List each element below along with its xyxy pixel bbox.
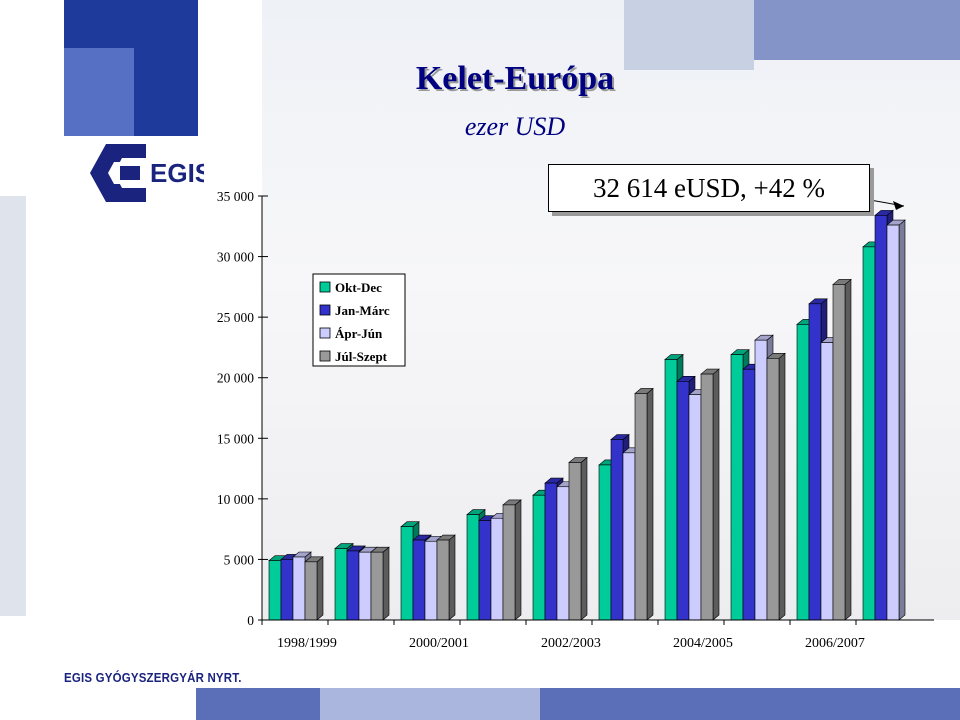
y-tick-label: 25 000 (217, 310, 254, 325)
bar-side (316, 556, 324, 621)
x-tick-label: 2002/2003 (541, 636, 601, 651)
bar-side (898, 219, 906, 621)
bar-front (334, 548, 348, 621)
bar (634, 387, 654, 621)
egis-logo: EGIS (90, 144, 204, 202)
bar-front (424, 540, 438, 621)
bar-side (580, 456, 588, 621)
bar-front (466, 514, 480, 621)
footer-company-name: EGIS GYÓGYSZERGYÁR NYRT. (64, 671, 242, 685)
bar-front (688, 394, 702, 621)
y-tick-label: 20 000 (217, 371, 254, 386)
bar-front (610, 439, 624, 621)
bar-front (742, 368, 756, 621)
bar-front (862, 246, 876, 621)
legend-swatch (319, 327, 331, 339)
callout-annotation: 32 614 eUSD, +42 % (548, 164, 870, 212)
bar-front (832, 284, 846, 621)
bar-front (598, 464, 612, 621)
bar-front (436, 539, 450, 621)
y-tick-label: 10 000 (217, 492, 254, 507)
bar-front (568, 462, 582, 621)
grid-layer (258, 195, 268, 621)
legend-swatch (319, 304, 331, 316)
bar-front (268, 560, 282, 621)
bar-side (646, 387, 654, 621)
legend-label: Jan-Márc (335, 303, 390, 318)
bg-block-top-right-1 (624, 0, 754, 70)
bar-side (382, 546, 390, 621)
x-tick-label: 1998/1999 (277, 636, 337, 651)
bar-front (358, 551, 372, 621)
bar (700, 368, 720, 621)
bar-side (844, 278, 852, 621)
bar-front (700, 373, 714, 621)
bar-front (820, 342, 834, 621)
bar-front (532, 494, 546, 621)
bg-block-bottom-light (320, 688, 540, 720)
bar-front (544, 482, 558, 621)
bar-front (304, 561, 318, 621)
x-tick-label: 2000/2001 (409, 636, 469, 651)
bar-front (874, 215, 888, 621)
axis-layer: 0 5 000 10 000 15 000 20 000 25 000 30 000 35 0… (217, 189, 934, 651)
x-tick-label: 2006/2007 (805, 636, 865, 651)
bar (370, 546, 390, 621)
bar-front (412, 539, 426, 621)
legend-label: Ápr-Jún (335, 326, 383, 341)
bar-front (556, 486, 570, 621)
page-title: Kelet-Európa (415, 60, 615, 97)
bg-block-top-left-light (64, 48, 134, 136)
bar (502, 499, 522, 621)
legend-label: Okt-Dec (335, 280, 382, 295)
bar-front (766, 358, 780, 621)
bar-front (808, 303, 822, 621)
bar-front (346, 550, 360, 621)
bar-front (622, 452, 636, 621)
bars-layer (268, 209, 906, 621)
legend-swatch (319, 281, 331, 293)
page-subtitle: ezer USD (464, 112, 566, 141)
bar-front (664, 359, 678, 621)
bg-block-top-right-2 (754, 0, 960, 60)
bar (436, 534, 456, 621)
bar-front (634, 393, 648, 621)
bar (832, 278, 852, 621)
bar (886, 219, 906, 621)
legend: Okt-Dec Jan-Márc Ápr-Jún Júl-Szept (312, 273, 406, 367)
bar-front (796, 324, 810, 621)
bar-front (754, 339, 768, 621)
bar-front (370, 551, 384, 621)
bar (304, 556, 324, 621)
y-tick-label: 0 (247, 613, 254, 628)
bg-block-left-strip (0, 196, 26, 616)
bar-front (886, 224, 900, 621)
bar-front (502, 504, 516, 621)
bar (568, 456, 588, 621)
svg-text:EGIS: EGIS (150, 158, 204, 188)
bar-front (730, 354, 744, 621)
bar-front (292, 556, 306, 621)
bar-front (478, 520, 492, 621)
x-tick-label: 2004/2005 (673, 636, 733, 651)
legend-swatch (319, 350, 331, 362)
bar-side (712, 368, 720, 621)
y-tick-label: 5 000 (224, 552, 255, 567)
legend-label: Júl-Szept (335, 349, 388, 364)
bar-front (280, 559, 294, 621)
bar-side (514, 499, 522, 621)
callout-arrowhead (893, 201, 904, 210)
bar-front (400, 526, 414, 621)
y-tick-label: 30 000 (217, 250, 254, 265)
y-tick-label: 35 000 (217, 189, 254, 204)
y-tick-label: 15 000 (217, 431, 254, 446)
bar-side (448, 534, 456, 621)
bar-front (490, 517, 504, 621)
bar-side (778, 352, 786, 621)
bar-front (676, 381, 690, 621)
bar (766, 352, 786, 621)
